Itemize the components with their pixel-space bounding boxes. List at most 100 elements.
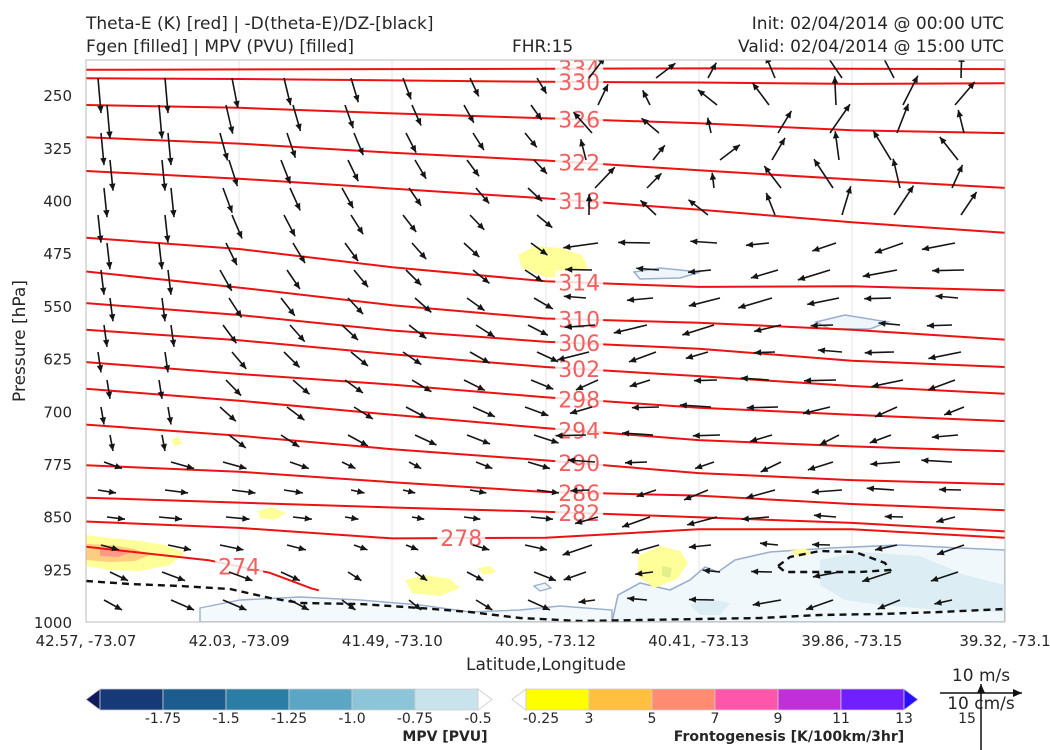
wind-arrow (939, 136, 959, 161)
wind-arrow (563, 293, 587, 300)
wind-arrow (163, 351, 171, 373)
wind-arrow (874, 544, 898, 552)
wind-arrow (883, 60, 895, 79)
wind-arrow (635, 570, 654, 577)
wind-arrow (170, 187, 177, 218)
wind-arrow (106, 515, 126, 522)
wind-arrow (283, 214, 296, 237)
wind-arrow (411, 514, 425, 522)
wind-arrow (292, 104, 302, 132)
wind-arrow (408, 187, 422, 207)
theta-e-label: 294 (558, 420, 600, 445)
wind-arrow (810, 322, 834, 329)
wind-arrow (613, 324, 648, 335)
wind-arrow (878, 320, 901, 327)
wind-arrow (707, 62, 717, 79)
wind-arrow (106, 242, 113, 270)
wind-arrow (353, 132, 364, 156)
colorbar-tick-label: 9 (774, 711, 783, 727)
wind-arrow (530, 242, 548, 256)
wind-arrow (841, 186, 852, 216)
wind-arrow (763, 165, 782, 189)
theta-e-line (86, 387, 1005, 453)
wind-arrow (812, 242, 837, 252)
wind-arrow (222, 187, 233, 214)
colorbar-swatch (351, 688, 416, 711)
wind-arrow (864, 349, 895, 356)
wind-arrow (640, 117, 660, 134)
theta-e-label-bg (555, 418, 604, 443)
wind-arrow (341, 187, 354, 209)
wind-arrow (414, 297, 432, 313)
wind-arrow (752, 599, 782, 607)
wind-arrow (536, 77, 548, 94)
wind-arrow (402, 488, 416, 495)
wind-arrow (936, 516, 956, 524)
wind-arrow (567, 457, 596, 464)
theta-e-line (86, 136, 1005, 189)
wind-arrow (893, 185, 915, 216)
theta-e-label: 322 (558, 152, 600, 177)
wind-arrow (804, 377, 837, 384)
wind-arrow (569, 406, 593, 415)
colorbar-swatch (85, 688, 101, 711)
colorbar-swatch (840, 688, 905, 711)
colorbar-swatch (511, 688, 527, 711)
wind-arrow (97, 488, 117, 495)
wind-arrow (405, 132, 417, 153)
colorbar-tick-label: 3 (585, 711, 594, 727)
theta-e-label-bg (555, 150, 604, 175)
wind-arrow (231, 77, 240, 109)
wind-arrow (932, 267, 965, 274)
wind-arrow (97, 214, 104, 243)
wind-arrow (646, 172, 663, 189)
wind-arrow (751, 82, 770, 106)
wind-arrow (157, 379, 165, 400)
wind-arrow (231, 214, 243, 239)
wind-arrow (765, 60, 776, 79)
theta-e-line (86, 361, 1005, 423)
wind-arrow (688, 297, 721, 308)
wind-arrow (813, 512, 837, 519)
wind-arrow (927, 379, 956, 391)
wind-arrow (286, 269, 301, 290)
wind-arrow (693, 377, 718, 384)
colorbar-tick-label: -0.25 (523, 711, 559, 727)
y-tick-label: 250 (43, 87, 72, 105)
wind-arrow (524, 406, 549, 417)
wind-arrow (225, 242, 238, 266)
wind-arrow (402, 351, 422, 366)
wind-arrow (694, 461, 715, 470)
theta-e-label: 306 (558, 332, 600, 357)
wind-arrow (563, 242, 599, 250)
wind-arrow (533, 297, 554, 310)
wind-arrow (341, 324, 359, 341)
wind-arrow (280, 434, 300, 448)
wind-arrow (686, 516, 718, 527)
wind-arrow (109, 571, 129, 582)
wind-arrow (829, 103, 851, 134)
y-tick-label: 775 (43, 456, 72, 474)
wind-arrow (533, 434, 559, 444)
theta-e-line (86, 423, 1005, 486)
y-tick-label: 1000 (34, 614, 72, 632)
wind-arrow (158, 242, 165, 270)
theta-e-label: 310 (558, 308, 600, 333)
colorbar-swatch (477, 688, 493, 711)
wind-arrow (536, 488, 560, 496)
wind-arrow (469, 488, 487, 495)
wind-arrow (536, 351, 559, 363)
wind-arrow (170, 599, 195, 611)
y-tick-label: 625 (43, 351, 72, 369)
wind-arrow (353, 269, 369, 288)
wind-arrow (749, 434, 773, 443)
theta-e-line (86, 236, 1005, 292)
theta-e-label-bg (555, 307, 604, 332)
colorbar-swatch (651, 688, 716, 711)
wind-arrow (280, 297, 296, 317)
valid-time: Valid: 02/04/2014 @ 15:00 UTC (738, 37, 1004, 57)
theta-e-label: 278 (440, 527, 482, 552)
wind-arrow (639, 199, 657, 216)
mpv-colorbar-label: MPV [PVU] (402, 729, 487, 745)
